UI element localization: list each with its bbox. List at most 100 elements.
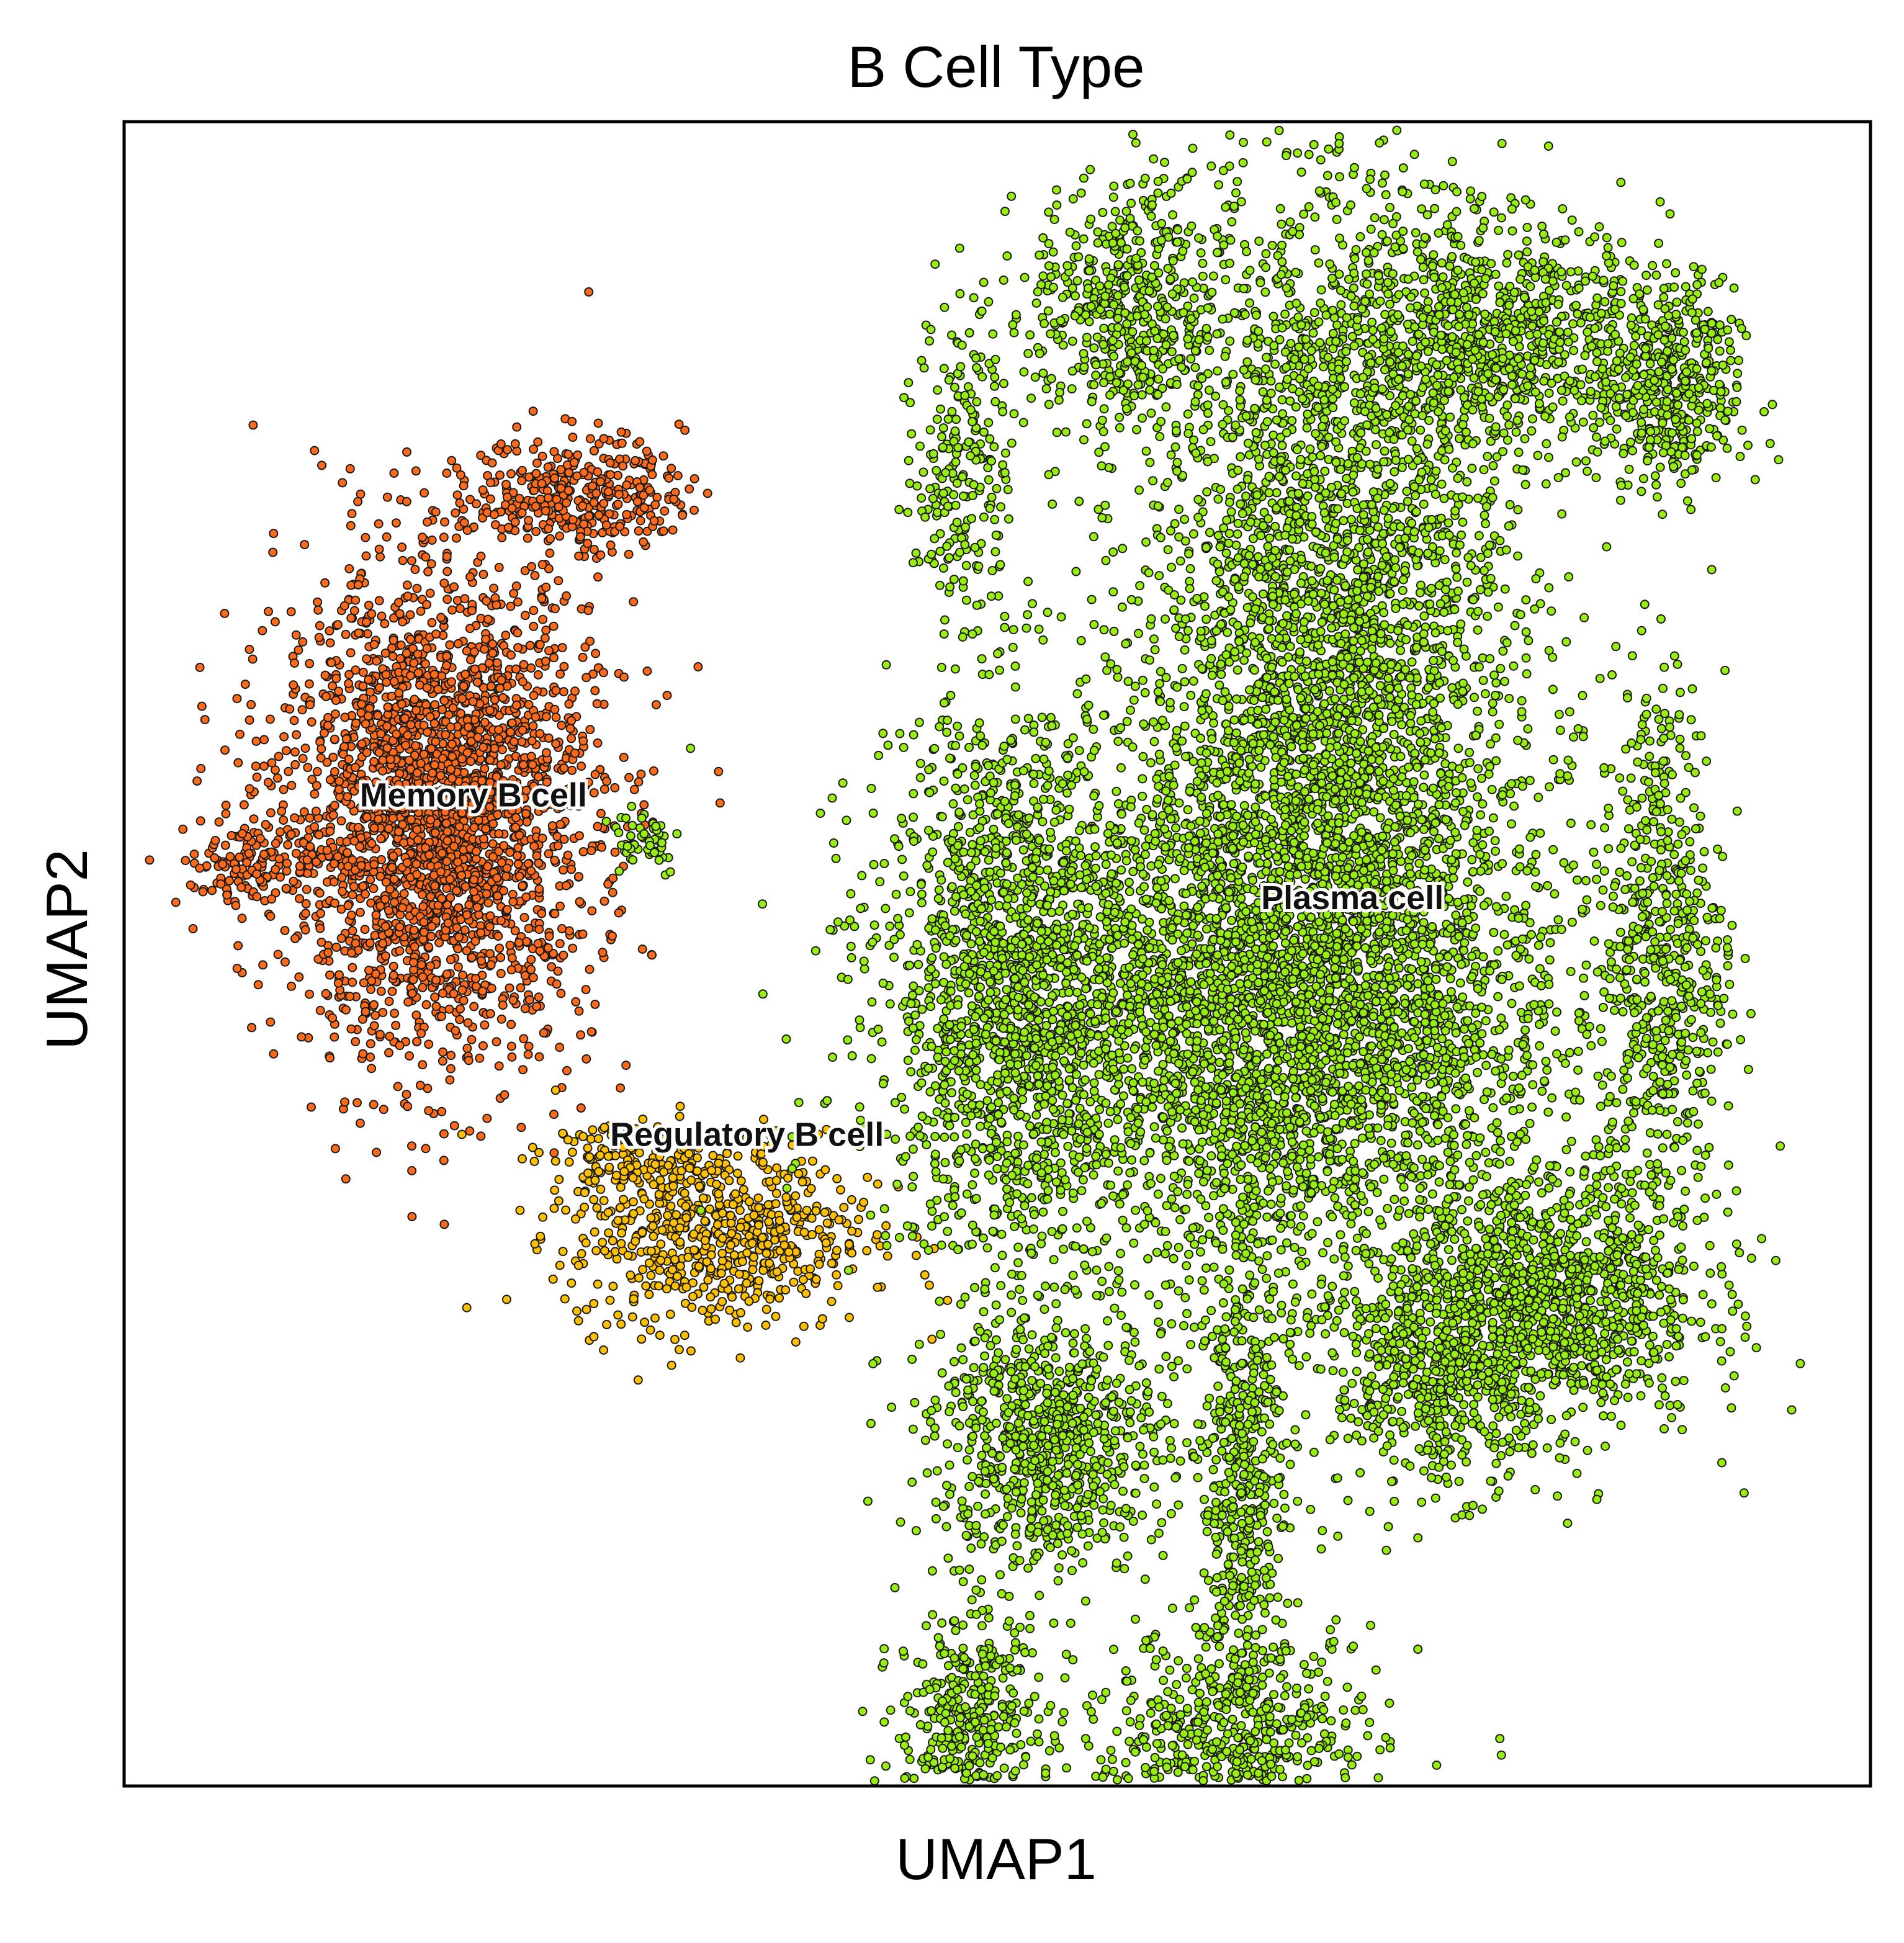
data-point [567,416,577,426]
data-point [667,464,676,473]
data-point [413,649,423,659]
data-point [522,817,532,827]
data-point [442,660,451,670]
data-point [361,617,371,627]
data-point [594,510,604,520]
data-point [426,961,435,971]
data-point [615,1203,625,1213]
data-point [650,1159,660,1169]
data-point [421,843,430,853]
data-point [735,1223,745,1232]
data-point [822,1218,832,1228]
data-point [528,721,538,731]
data-point [507,718,517,728]
data-point [426,892,436,902]
data-point [513,643,523,653]
data-point [425,588,435,598]
data-point [537,593,547,603]
data-point [454,903,463,913]
data-point [369,1021,379,1031]
data-point [379,1105,388,1115]
data-point [574,1006,584,1016]
data-point [1186,354,1196,364]
data-point [406,815,416,825]
data-point [688,1291,698,1301]
data-point [397,542,407,552]
data-point [1402,487,1412,496]
data-point [616,427,626,437]
data-point [669,494,679,504]
data-point [370,1010,380,1020]
data-point [599,1345,609,1355]
data-point [375,1030,385,1039]
data-point [496,760,506,770]
data-point [634,526,644,536]
data-point [290,747,300,757]
data-point [364,601,374,610]
data-point [656,1239,666,1249]
data-point [565,724,575,734]
data-point [429,760,439,770]
data-point [245,784,254,794]
data-point [333,978,343,988]
data-point [339,742,349,752]
data-point [693,1153,702,1163]
data-point [1398,575,1408,585]
data-point [457,1129,467,1139]
data-point [665,1309,675,1319]
data-point [351,763,360,773]
data-point [348,890,357,900]
data-point [410,565,420,575]
data-point [478,742,488,752]
data-point [496,953,506,963]
data-point [462,910,472,920]
data-point [359,978,369,988]
data-point [583,539,593,549]
data-point [714,766,724,776]
data-point [346,613,356,623]
data-point [1379,980,1389,990]
data-point [600,1246,609,1256]
data-point [487,984,496,993]
data-point [395,609,405,619]
data-point [763,1200,773,1209]
data-point [492,873,502,883]
data-point [660,506,670,516]
data-point [1442,577,1452,587]
data-point [483,614,493,624]
data-point [248,420,258,430]
data-point [513,859,523,869]
data-point [583,1168,593,1178]
data-point [725,1211,735,1221]
data-point [557,924,567,933]
data-point [629,784,639,794]
data-point [734,1284,743,1294]
data-point [207,886,217,895]
data-point [436,867,446,877]
data-point [529,1157,539,1166]
data-point [771,1188,781,1198]
data-point [526,954,536,964]
data-point [862,1245,872,1255]
data-point [323,948,333,958]
data-point [268,547,278,557]
data-point [758,1265,768,1275]
data-point [719,1278,729,1288]
data-point [608,1281,618,1291]
data-point [647,950,657,960]
data-point [269,1049,279,1059]
data-point [489,583,499,593]
data-point [873,1282,882,1292]
data-point [781,1192,791,1202]
data-point [374,544,384,554]
data-point [529,606,539,616]
data-point [1306,1504,1316,1514]
data-point [519,1034,529,1044]
data-point [527,736,537,746]
data-point [592,1203,602,1213]
data-point [301,909,310,918]
data-point [381,670,391,680]
data-point [550,909,560,918]
data-point [589,1299,599,1309]
data-point [391,518,401,528]
